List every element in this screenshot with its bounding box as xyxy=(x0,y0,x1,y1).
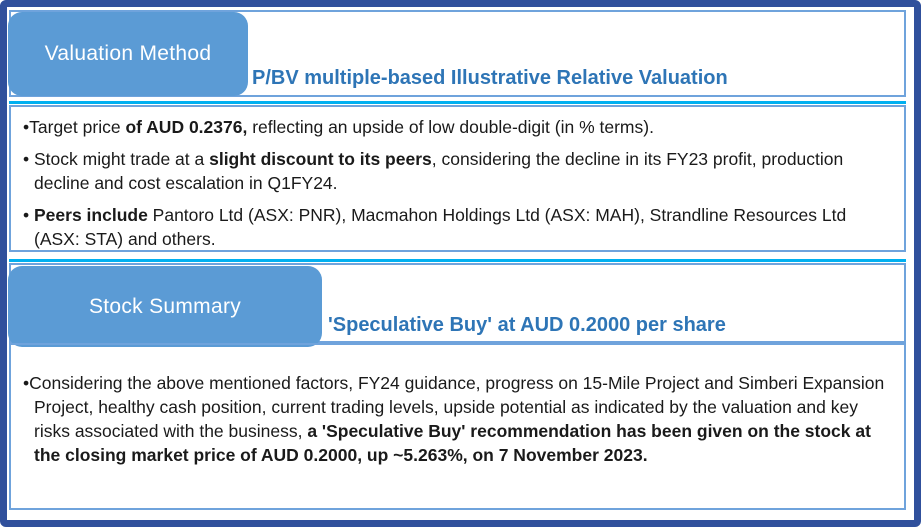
bullet-text: Stock might trade at a xyxy=(34,149,210,169)
valuation-method-title: P/BV multiple-based Illustrative Relativ… xyxy=(252,10,728,96)
bullet-recommendation: •Considering the above mentioned factors… xyxy=(23,371,890,467)
bullet-text: Pantoro Ltd (ASX: PNR), Macmahon Holding… xyxy=(34,205,847,249)
bullet-text-bold: Peers include xyxy=(34,205,148,225)
bullet-peers-list: • Peers include Pantoro Ltd (ASX: PNR), … xyxy=(23,203,894,251)
valuation-method-title-text: P/BV multiple-based Illustrative Relativ… xyxy=(252,67,728,89)
valuation-method-content-box: •Target price of AUD 0.2376, reflecting … xyxy=(9,105,906,252)
valuation-method-tab-label: Valuation Method xyxy=(44,42,212,65)
bullet-marker: • xyxy=(23,205,34,225)
bullet-text: , considering the decline in its FY23 pr… xyxy=(34,149,844,193)
bullet-text: Considering the above mentioned factors,… xyxy=(29,373,885,441)
stock-summary-content-box: •Considering the above mentioned factors… xyxy=(9,343,906,510)
bullet-marker: • xyxy=(23,373,30,393)
bullet-peer-discount: • Stock might trade at a slight discount… xyxy=(23,147,894,195)
bullet-marker: • xyxy=(23,117,30,137)
stock-summary-tab: Stock Summary xyxy=(8,266,322,347)
valuation-method-tab: Valuation Method xyxy=(8,12,248,96)
bullet-marker: • xyxy=(23,149,34,169)
section-divider-line-1 xyxy=(9,101,906,104)
bullet-text-bold: slight discount to its peers xyxy=(209,149,432,169)
section-divider-line-2 xyxy=(9,259,906,262)
stock-summary-title: 'Speculative Buy' at AUD 0.2000 per shar… xyxy=(328,263,726,341)
bullet-target-price: •Target price of AUD 0.2376, reflecting … xyxy=(23,115,894,139)
bullet-text-bold: of AUD 0.2376, xyxy=(125,117,248,137)
bullet-text-bold: a 'Speculative Buy' recommendation has b… xyxy=(34,421,871,465)
stock-summary-tab-label: Stock Summary xyxy=(88,294,242,318)
stock-summary-title-text: 'Speculative Buy' at AUD 0.2000 per shar… xyxy=(328,314,726,336)
bullet-text: Target price xyxy=(29,117,126,137)
bullet-text: reflecting an upside of low double-digit… xyxy=(247,117,654,137)
